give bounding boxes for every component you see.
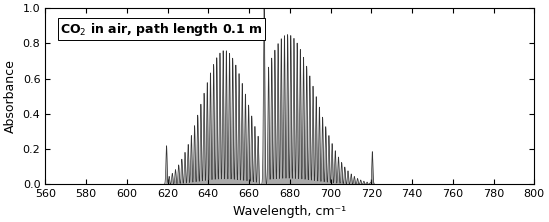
Y-axis label: Absorbance: Absorbance xyxy=(4,59,17,133)
Text: CO$_2$ in air, path length 0.1 m: CO$_2$ in air, path length 0.1 m xyxy=(60,20,262,38)
X-axis label: Wavelength, cm⁻¹: Wavelength, cm⁻¹ xyxy=(233,205,346,218)
